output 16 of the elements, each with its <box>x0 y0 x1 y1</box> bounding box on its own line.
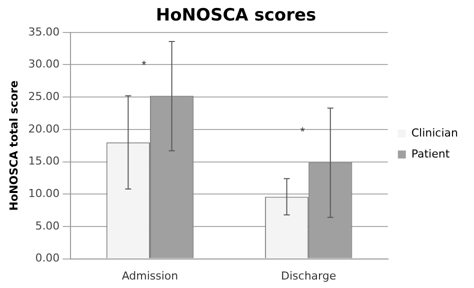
legend-label: Patient <box>411 147 450 160</box>
y-tick-label: 25.00 <box>28 90 60 103</box>
y-tick-label: 5.00 <box>35 219 60 232</box>
y-axis-title: HoNOSCA total score <box>7 80 20 211</box>
legend-label: Clinician <box>411 126 458 140</box>
chart-title: HoNOSCA scores <box>156 6 316 26</box>
x-tick-label: Admission <box>122 269 178 282</box>
annotation: * <box>300 124 306 139</box>
y-tick-label: 35.00 <box>28 25 60 38</box>
y-tick-label: 30.00 <box>28 58 60 71</box>
y-tick-label: 20.00 <box>28 122 60 136</box>
annotation: * <box>142 58 147 72</box>
y-tick-label: 0.00 <box>35 252 60 265</box>
x-tick-label: Discharge <box>281 269 336 282</box>
y-tick-label: 15.00 <box>28 154 60 168</box>
y-tick-label: 10.00 <box>28 186 60 200</box>
